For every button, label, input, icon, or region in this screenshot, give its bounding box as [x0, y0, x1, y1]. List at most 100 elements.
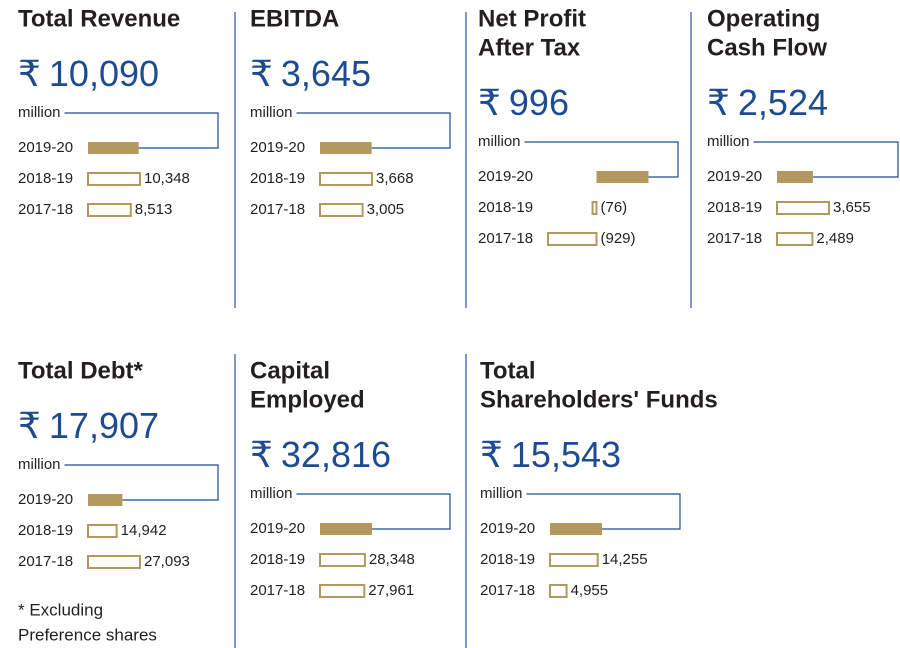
- footnote: * Excluding: [18, 600, 103, 619]
- unit: million: [478, 133, 521, 150]
- bar: [547, 232, 598, 246]
- headline-number: 996: [509, 82, 569, 123]
- panel-title: Capital: [250, 357, 330, 384]
- bar: [319, 203, 364, 217]
- bar: [320, 523, 372, 535]
- year-label: 2018-19: [478, 199, 533, 216]
- panel-title: Shareholders' Funds: [480, 386, 718, 413]
- year-label: 2018-19: [18, 522, 73, 539]
- value-label: 28,348: [369, 551, 415, 568]
- year-label: 2017-18: [18, 201, 73, 218]
- connector: [64, 464, 219, 501]
- connector: [296, 493, 451, 530]
- year-label: 2017-18: [707, 230, 762, 247]
- year-label: 2017-18: [480, 582, 535, 599]
- connector: [526, 493, 681, 530]
- bar: [319, 172, 373, 186]
- year-label: 2019-20: [18, 491, 73, 508]
- headline-number: 17,907: [49, 405, 159, 446]
- panel-title: Total: [480, 357, 536, 384]
- unit: million: [250, 485, 293, 502]
- year-label: 2017-18: [478, 230, 533, 247]
- headline-value: ₹17,907: [18, 405, 159, 446]
- value-label: 14,942: [121, 522, 167, 539]
- value-label: (929): [601, 230, 636, 247]
- headline-number: 10,090: [49, 53, 159, 94]
- currency: ₹: [707, 82, 730, 123]
- year-label: 2019-20: [480, 520, 535, 537]
- currency: ₹: [480, 434, 503, 475]
- currency: ₹: [18, 53, 41, 94]
- bar: [88, 142, 139, 154]
- currency: ₹: [18, 405, 41, 446]
- year-label: 2018-19: [480, 551, 535, 568]
- panel-title: Net Profit: [478, 5, 586, 32]
- bar: [319, 584, 366, 598]
- unit: million: [480, 485, 523, 502]
- headline-number: 15,543: [511, 434, 621, 475]
- year-label: 2018-19: [18, 170, 73, 187]
- panel-title: Employed: [250, 386, 365, 413]
- unit: million: [707, 133, 750, 150]
- connector: [64, 112, 219, 149]
- bar: [776, 201, 830, 215]
- bar: [88, 494, 123, 506]
- connector: [524, 141, 679, 178]
- headline-number: 3,645: [281, 53, 371, 94]
- year-label: 2018-19: [250, 170, 305, 187]
- currency: ₹: [478, 82, 501, 123]
- year-label: 2017-18: [250, 201, 305, 218]
- unit: million: [18, 456, 61, 473]
- panel-title: Total Revenue: [18, 5, 180, 32]
- bar: [320, 142, 372, 154]
- bar: [596, 171, 649, 183]
- value-label: 3,668: [376, 170, 414, 187]
- value-label: 8,513: [135, 201, 173, 218]
- value-label: 4,955: [571, 582, 609, 599]
- year-label: 2019-20: [707, 168, 762, 185]
- year-label: 2018-19: [250, 551, 305, 568]
- year-label: 2019-20: [18, 139, 73, 156]
- value-label: 3,005: [367, 201, 405, 218]
- year-label: 2019-20: [250, 139, 305, 156]
- year-label: 2017-18: [250, 582, 305, 599]
- value-label: 14,255: [602, 551, 648, 568]
- year-label: 2017-18: [18, 553, 73, 570]
- headline-number: 2,524: [738, 82, 828, 123]
- currency: ₹: [250, 53, 273, 94]
- panel-title: After Tax: [478, 34, 581, 61]
- connector: [296, 112, 451, 149]
- panel-title: Cash Flow: [707, 34, 827, 61]
- headline-value: ₹10,090: [18, 53, 159, 94]
- bar: [777, 171, 813, 183]
- footnote: Preference shares: [18, 625, 157, 644]
- year-label: 2019-20: [478, 168, 533, 185]
- connector: [753, 141, 899, 178]
- bar: [550, 523, 602, 535]
- year-label: 2018-19: [707, 199, 762, 216]
- value-label: 3,655: [833, 199, 871, 216]
- headline-value: ₹2,524: [707, 82, 828, 123]
- panel-title: Operating: [707, 5, 820, 32]
- value-label: 2,489: [816, 230, 854, 247]
- unit: million: [18, 104, 61, 121]
- headline-value: ₹15,543: [480, 434, 621, 475]
- value-label: 10,348: [144, 170, 190, 187]
- headline-value: ₹32,816: [250, 434, 391, 475]
- panel-title: EBITDA: [250, 5, 339, 32]
- bar: [549, 553, 599, 567]
- bar: [776, 232, 814, 246]
- headline-value: ₹996: [478, 82, 569, 123]
- headline-value: ₹3,645: [250, 53, 371, 94]
- bar: [591, 201, 598, 215]
- value-label: (76): [601, 199, 628, 216]
- year-label: 2019-20: [250, 520, 305, 537]
- value-label: 27,093: [144, 553, 190, 570]
- bar: [87, 524, 118, 538]
- bar: [319, 553, 366, 567]
- bar: [87, 555, 141, 569]
- bar: [549, 584, 568, 598]
- headline-number: 32,816: [281, 434, 391, 475]
- panel-title: Total Debt*: [18, 357, 144, 384]
